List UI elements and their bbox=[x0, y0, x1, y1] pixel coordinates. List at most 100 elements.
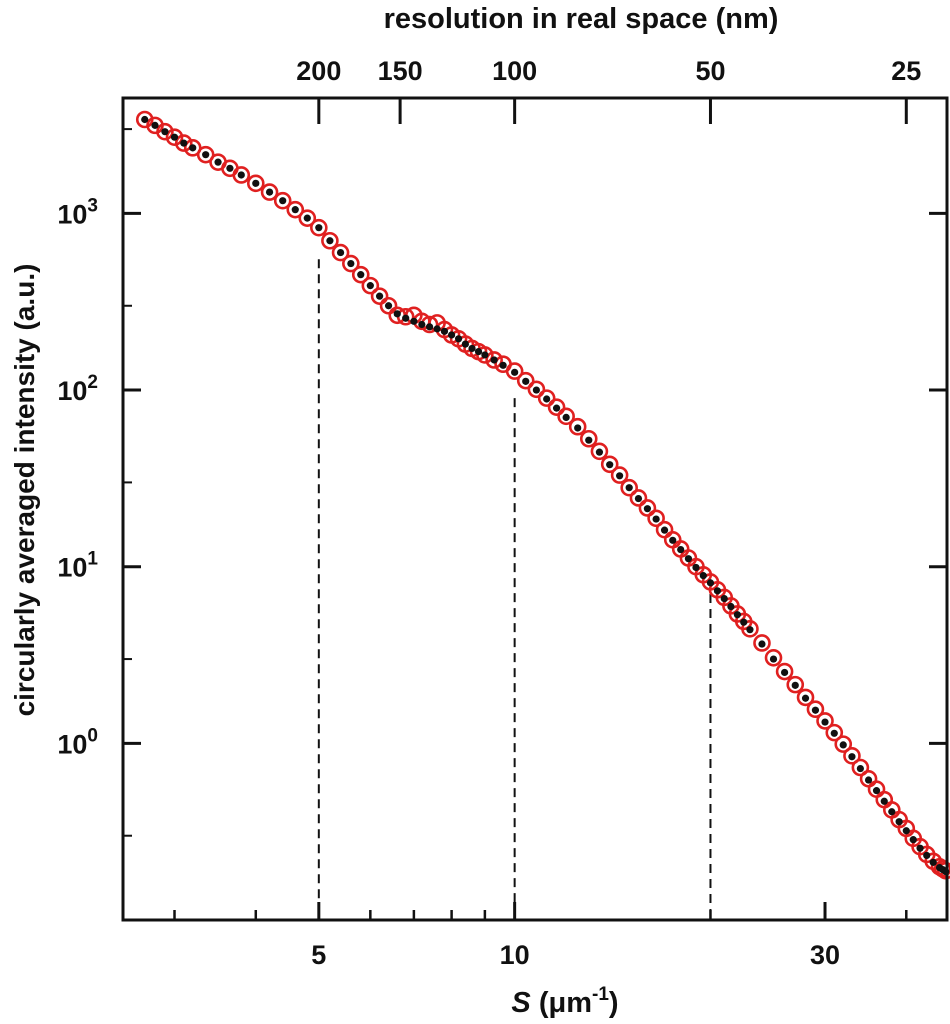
data-point-dot bbox=[202, 151, 210, 159]
data-point-dot bbox=[468, 344, 476, 353]
y-tick-label: 101 bbox=[57, 549, 98, 583]
top-tick-label: 150 bbox=[378, 56, 423, 86]
data-point-dot bbox=[821, 718, 829, 726]
data-point-circle bbox=[351, 265, 370, 284]
x-tick-label: 30 bbox=[810, 940, 840, 970]
data-point-dot bbox=[448, 331, 456, 339]
data-point-dot bbox=[872, 787, 881, 795]
x-axis-title-close: ) bbox=[609, 987, 619, 1019]
data-point-circle bbox=[165, 128, 184, 146]
data-point-circle bbox=[232, 166, 251, 184]
plot-frame bbox=[121, 96, 949, 922]
data-point-circle bbox=[557, 407, 575, 426]
data-point-circle bbox=[379, 296, 398, 315]
data-point-circle bbox=[638, 499, 657, 517]
x-tick-label: 10 bbox=[500, 940, 530, 970]
data-point-circle bbox=[260, 183, 279, 201]
data-point-dot bbox=[454, 335, 463, 343]
data-point-dot bbox=[543, 395, 551, 403]
data-point-dot bbox=[357, 271, 365, 279]
data-point-circle bbox=[505, 362, 524, 380]
data-point-circle bbox=[516, 371, 535, 390]
data-point-dot bbox=[141, 115, 149, 124]
data-point-dot bbox=[669, 536, 677, 544]
data-point-circle bbox=[843, 747, 861, 765]
data-point-circle bbox=[579, 429, 598, 448]
data-point-dot bbox=[720, 594, 728, 603]
data-point-circle bbox=[600, 455, 619, 474]
data-point-circle bbox=[629, 489, 648, 507]
data-point-dot bbox=[758, 640, 766, 648]
data-point-dot bbox=[902, 827, 910, 835]
data-point-dot bbox=[585, 436, 593, 444]
y-tick-label-exponent: 2 bbox=[87, 372, 98, 393]
y-tick-label-base: 10 bbox=[57, 199, 87, 229]
data-point-dot bbox=[393, 310, 401, 318]
data-point-dot bbox=[574, 424, 582, 432]
top-tick-label: 100 bbox=[492, 56, 537, 86]
data-point-dot bbox=[684, 555, 693, 563]
data-point-circle bbox=[764, 648, 783, 667]
data-point-dot bbox=[425, 323, 434, 331]
top-tick-label: 50 bbox=[695, 56, 725, 86]
data-point-dot bbox=[677, 545, 685, 554]
axis-ticks bbox=[123, 98, 947, 920]
data-point-dot bbox=[180, 139, 188, 147]
data-point-circle bbox=[834, 735, 853, 753]
data-point-circle bbox=[806, 700, 825, 719]
data-point-dot bbox=[366, 282, 374, 290]
data-point-dot bbox=[625, 484, 633, 492]
data-point-dot bbox=[692, 563, 700, 572]
data-point-dot bbox=[237, 171, 245, 179]
x-axis-title-exponent: -1 bbox=[592, 984, 609, 1005]
data-point-circle bbox=[298, 209, 317, 227]
y-tick-label-exponent: 1 bbox=[87, 549, 98, 570]
top-axis-title: resolution in real space (nm) bbox=[384, 3, 779, 35]
data-point-circle bbox=[620, 478, 638, 497]
data-point-dot bbox=[315, 224, 323, 232]
data-point-dot bbox=[402, 314, 410, 322]
data-point-dot bbox=[252, 179, 260, 187]
x-tick-label: 5 bbox=[311, 940, 326, 970]
data-point-dot bbox=[616, 472, 624, 480]
data-point-dot bbox=[410, 317, 418, 325]
data-point-dot bbox=[909, 836, 917, 844]
data-point-dot bbox=[474, 348, 483, 356]
data-point-dot bbox=[864, 776, 873, 784]
data-point-dot bbox=[522, 377, 530, 385]
data-point-dot bbox=[699, 572, 707, 580]
data-point-dot bbox=[499, 361, 507, 369]
data-point-dot bbox=[780, 668, 789, 677]
data-point-dot bbox=[481, 351, 489, 359]
data-point-circle bbox=[156, 122, 174, 141]
y-tick-label-base: 10 bbox=[57, 376, 87, 406]
data-point-dot bbox=[303, 214, 311, 222]
data-point-dot bbox=[461, 340, 469, 348]
data-point-dot bbox=[532, 386, 540, 394]
data-point-dot bbox=[440, 327, 449, 335]
data-point-dot bbox=[856, 764, 864, 773]
data-point-dot bbox=[848, 753, 856, 761]
y-tick-label-base: 10 bbox=[57, 729, 87, 759]
data-point-dot bbox=[791, 681, 799, 689]
y-axis-title: circularly averaged intensity (a.u.) bbox=[9, 264, 40, 717]
y-tick-label-exponent: 0 bbox=[87, 725, 98, 746]
data-point-dot bbox=[511, 368, 519, 376]
data-point-dot bbox=[916, 844, 924, 852]
data-point-dot bbox=[923, 851, 931, 860]
data-point-dot bbox=[895, 818, 903, 826]
y-tick-label: 103 bbox=[57, 195, 98, 229]
data-point-dot bbox=[433, 325, 441, 333]
data-point-circle bbox=[547, 398, 566, 416]
data-point-circle bbox=[361, 276, 380, 295]
data-points bbox=[135, 110, 950, 880]
data-point-dot bbox=[643, 505, 652, 513]
data-point-dot bbox=[189, 144, 197, 152]
data-point-circle bbox=[310, 218, 328, 237]
data-point-dot bbox=[214, 158, 222, 166]
data-point-dot bbox=[713, 587, 722, 595]
data-point-dot bbox=[929, 858, 937, 866]
data-point-dot bbox=[769, 655, 778, 663]
data-point-dot bbox=[384, 302, 393, 310]
